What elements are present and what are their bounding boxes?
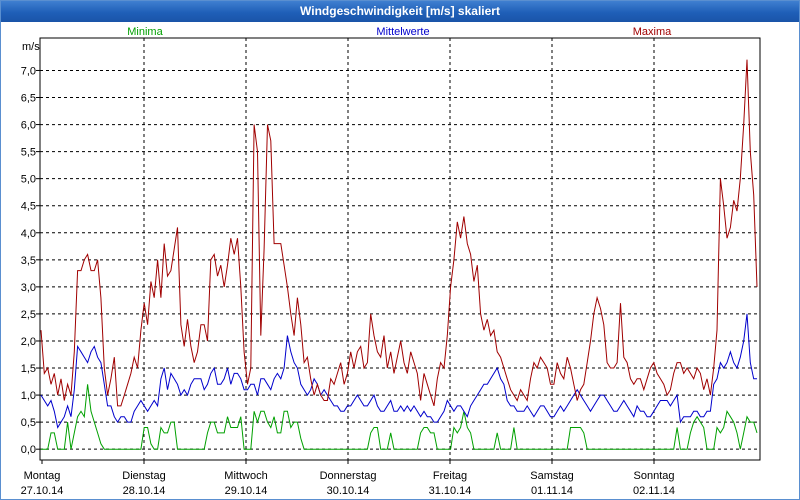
y-tick-label: 4,0 (21, 228, 36, 240)
y-tick-label: 0,0 (21, 444, 36, 456)
y-axis-label: m/s (22, 41, 40, 53)
y-tick-label: 3,0 (21, 282, 36, 294)
x-tick-label-day: Montag (24, 470, 61, 482)
x-tick-label-day: Freitag (433, 470, 467, 482)
x-axis-ticks: Montag 27.10.14 Dienstag 28.10.14 Mittwoch 29… (21, 460, 675, 497)
window-title: Windgeschwindigkeit [m/s] skaliert (1, 1, 799, 22)
y-tick-label: 5,5 (21, 147, 36, 159)
legend-maxima: Maxima (633, 26, 672, 38)
x-tick-label-day: Sonntag (634, 470, 675, 482)
y-tick-label: 5,0 (21, 174, 36, 186)
x-tick-label-day: Donnerstag (320, 470, 377, 482)
y-tick-label: 6,5 (21, 93, 36, 105)
legend-minima: Minima (127, 26, 163, 38)
y-tick-label: 1,5 (21, 363, 36, 375)
x-tick-label-date: 30.10.14 (327, 485, 370, 497)
y-tick-label: 0,5 (21, 417, 36, 429)
legend-mittelwerte: Mittelwerte (376, 26, 429, 38)
y-tick-label: 4,5 (21, 201, 36, 213)
y-tick-label: 2,0 (21, 336, 36, 348)
y-tick-label: 3,5 (21, 255, 36, 267)
x-tick-label-day: Mittwoch (224, 470, 267, 482)
x-tick-label-day: Dienstag (122, 470, 165, 482)
y-tick-label: 7,0 (21, 65, 36, 77)
series-line-mittelwerte (40, 313, 757, 429)
x-tick-label-date: 27.10.14 (21, 485, 64, 497)
series-line-minima (41, 384, 758, 450)
y-tick-label: 2,5 (21, 309, 36, 321)
plot-area-frame (39, 37, 761, 461)
x-tick-label-date: 02.11.14 (633, 485, 675, 497)
y-tick-label: 1,0 (21, 390, 36, 402)
series-line-maxima (40, 59, 758, 407)
x-tick-label-date: 29.10.14 (225, 485, 268, 497)
x-tick-label-date: 28.10.14 (123, 485, 166, 497)
x-tick-label-date: 01.11.14 (531, 485, 573, 497)
y-axis-ticks: 0,0 0,5 1,0 1,5 2,0 2,5 3,0 3,5 4,0 4,5 5,0 5,5 6,0 6… (21, 65, 40, 456)
x-tick-label-date: 31.10.14 (429, 485, 472, 497)
x-tick-label-day: Samstag (530, 470, 573, 482)
series-lines (40, 59, 758, 450)
y-tick-label: 6,0 (21, 120, 36, 132)
chart-grid (40, 38, 760, 460)
